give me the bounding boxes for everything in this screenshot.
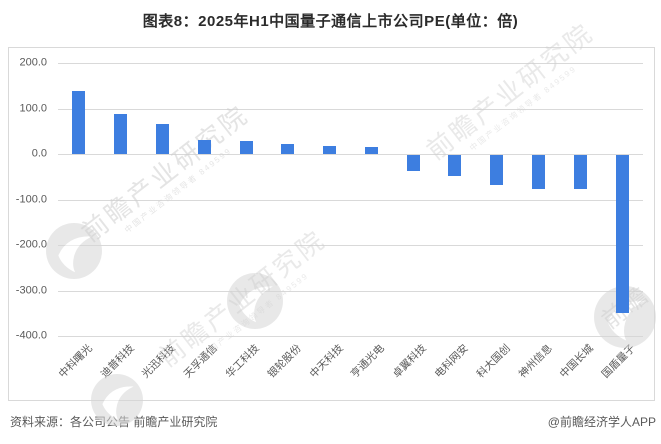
chart-title: 图表8：2025年H1中国量子通信上市公司PE(单位：倍): [142, 13, 519, 30]
y-axis-tick-label: -400.0: [15, 329, 47, 342]
bar-科大国创: [490, 155, 504, 186]
bar-天孚通信: [197, 139, 211, 154]
y-axis-tick-label: 200.0: [19, 56, 47, 69]
bar-电科网安: [448, 155, 462, 176]
gridline: [58, 63, 643, 64]
gridline: [58, 336, 643, 337]
bar-中国长城: [573, 155, 587, 190]
bar-中天科技: [323, 145, 337, 154]
gridline: [58, 290, 643, 292]
y-axis-tick-label: 0.0: [31, 147, 47, 160]
bar-光迅科技: [155, 123, 169, 154]
y-axis-tick-label: -100.0: [15, 193, 47, 205]
bar-亨通光电: [364, 147, 378, 154]
bar-迪普科技: [114, 113, 128, 154]
gridline: [58, 154, 643, 155]
bar-神州信息: [532, 155, 546, 189]
bar-卓翼科技: [406, 155, 420, 171]
gridline: [58, 245, 643, 246]
chart-frame: 前瞻产业研究院 中国产业咨询领导者 849599 前瞻产业研究院 中国产业咨询领…: [8, 17, 656, 426]
bar-银轮股份: [281, 143, 295, 154]
gridline: [58, 108, 643, 110]
y-axis-tick-label: -300.0: [15, 284, 47, 296]
source-note: 资料来源：各公司公告 前瞻产业研究院: [10, 415, 218, 429]
credit-note: @前瞻经济学人APP: [547, 415, 656, 429]
bars-layer: [9, 48, 654, 400]
bar-华工科技: [239, 141, 253, 154]
y-axis-tick-label: 100.0: [19, 102, 47, 114]
gridline: [58, 199, 643, 201]
y-axis-tick-label: -200.0: [15, 238, 47, 251]
plot-area: 200.0 100.0 0.0 -100.0 -200.0 -300.0 -400.0 中科曙…: [9, 48, 654, 400]
bar-中科曙光: [72, 91, 86, 154]
bar-国盾量子: [615, 155, 629, 314]
